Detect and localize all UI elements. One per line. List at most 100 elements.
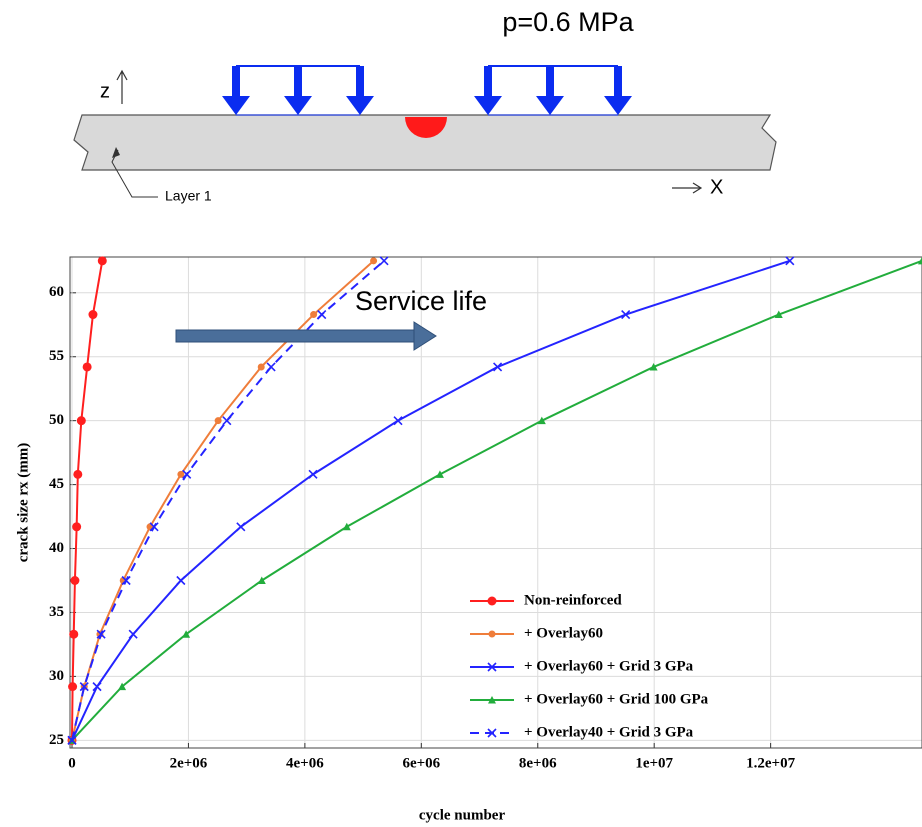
- point: [493, 362, 503, 372]
- point: [379, 256, 389, 266]
- arrow-head: [604, 96, 632, 115]
- arrow-shaft: [614, 66, 622, 96]
- load-arrows: [222, 66, 632, 115]
- point: [257, 363, 265, 371]
- point: [149, 522, 159, 532]
- point: [222, 416, 232, 426]
- y-tick-label: 45: [49, 476, 64, 492]
- arrow-shaft: [484, 66, 492, 96]
- point: [79, 682, 89, 692]
- point: [68, 682, 78, 692]
- arrow-shaft: [232, 66, 240, 96]
- x-arrow: [672, 182, 703, 194]
- point: [72, 522, 82, 532]
- x-axis-label: cycle number: [419, 807, 506, 823]
- series-line: [71, 260, 385, 741]
- z-arrow: [116, 69, 128, 104]
- leader-head: [112, 147, 120, 158]
- arrow-head: [536, 96, 564, 115]
- point: [73, 469, 83, 479]
- diagram: p=0.6 MPa z X Layer 1: [73, 7, 777, 204]
- legend-label: Non-reinforced: [524, 592, 622, 608]
- y-tick-label: 40: [49, 540, 64, 556]
- point: [308, 469, 318, 479]
- series-line: [71, 259, 791, 741]
- x-tick-label: 1.2e+07: [746, 755, 795, 771]
- point: [70, 575, 80, 585]
- point: [96, 629, 106, 639]
- arrow-head: [284, 96, 312, 115]
- point: [128, 629, 138, 639]
- point: [67, 735, 77, 745]
- arrow-head: [346, 96, 374, 115]
- point: [370, 257, 378, 265]
- point: [121, 575, 131, 586]
- chart: 25 30 35 40 45 50 55 60 0 2e+06 4e+06 6e+06 8e+06 1e+…: [15, 256, 922, 823]
- x-tick-label: 8e+06: [519, 755, 557, 771]
- x-tick-label: 4e+06: [286, 755, 324, 771]
- point: [621, 309, 631, 320]
- y-tick-label: 25: [49, 732, 64, 748]
- point: [342, 522, 351, 531]
- point: [82, 362, 92, 372]
- point: [88, 310, 98, 320]
- legend-marker: [488, 630, 496, 638]
- y-tick-label: 35: [49, 604, 64, 620]
- point: [918, 256, 922, 265]
- slab: [73, 114, 777, 171]
- x-tick-label: 0: [68, 755, 76, 771]
- point: [435, 470, 444, 478]
- arrow-head: [222, 96, 250, 115]
- arrow-shaft: [546, 66, 554, 96]
- y-tick-label: 50: [49, 412, 64, 428]
- arrow-head: [474, 96, 502, 115]
- legend-marker: [487, 728, 497, 738]
- point: [182, 469, 192, 479]
- point: [649, 362, 658, 371]
- y-tick-label: 60: [49, 284, 64, 300]
- legend-marker: [488, 696, 496, 704]
- legend-label: + Overlay40 + Grid 3 GPa: [524, 724, 694, 740]
- point: [774, 310, 783, 319]
- legend-label: + Overlay60 + Grid 3 GPa: [524, 658, 694, 674]
- x-tick-label: 6e+06: [402, 755, 440, 771]
- point: [97, 256, 107, 266]
- x-tick-label: 1e+07: [635, 755, 673, 771]
- point: [257, 576, 266, 584]
- load-label: p=0.6 MPa: [502, 7, 634, 37]
- annotation-arrow-head: [413, 321, 437, 351]
- point: [118, 682, 127, 691]
- x-tick-label: 2e+06: [170, 755, 208, 771]
- y-axis-label: crack size rx (mm): [15, 443, 31, 563]
- point: [182, 630, 191, 638]
- point: [214, 417, 222, 425]
- point: [92, 682, 102, 692]
- series-line: [71, 259, 922, 742]
- point: [537, 416, 546, 425]
- x-label: X: [710, 176, 723, 198]
- legend-marker: [487, 596, 497, 606]
- point: [176, 575, 186, 586]
- point: [785, 256, 795, 266]
- point: [69, 629, 79, 639]
- legend-label: + Overlay60 + Grid 100 GPa: [524, 691, 709, 707]
- arrow-shaft: [294, 66, 302, 96]
- series-line: [71, 260, 104, 741]
- plot-frame: [69, 256, 922, 749]
- point: [266, 362, 276, 372]
- annotation-arrow-shaft: [175, 329, 417, 343]
- point: [177, 470, 185, 478]
- point: [76, 416, 86, 426]
- z-label: z: [100, 80, 110, 102]
- y-tick-label: 30: [49, 668, 64, 684]
- arrow-shaft: [356, 66, 364, 96]
- point: [317, 309, 327, 320]
- point: [393, 416, 403, 426]
- legend-marker: [487, 662, 497, 672]
- legend-label: + Overlay60: [524, 625, 603, 641]
- layer-label: Layer 1: [165, 188, 212, 204]
- y-tick-label: 55: [49, 348, 64, 364]
- point: [236, 522, 246, 532]
- annotation: Service life: [355, 286, 487, 316]
